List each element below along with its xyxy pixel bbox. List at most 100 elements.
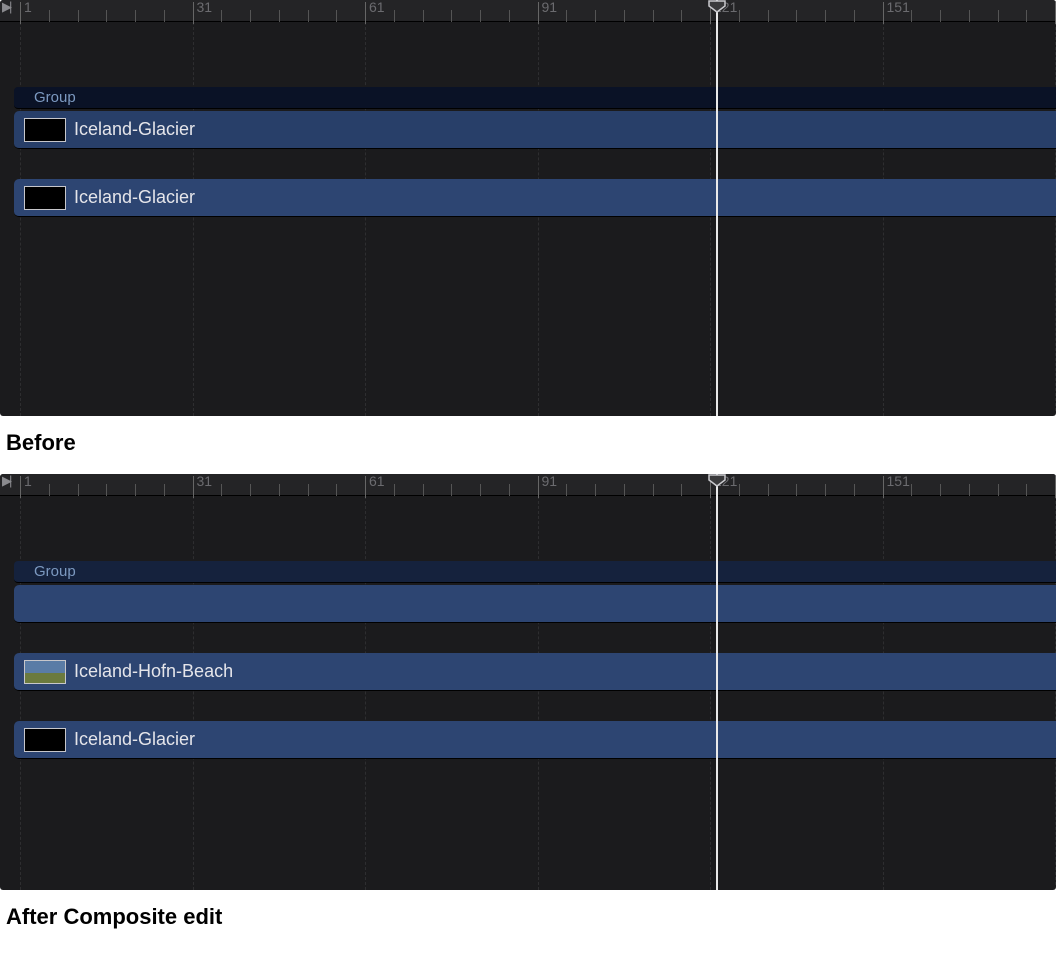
group-track[interactable]: Group <box>14 87 1056 109</box>
clip-track[interactable]: Iceland-Hofn-Beach <box>14 653 1056 691</box>
ruler-tick-minor <box>854 484 855 496</box>
ruler-label: 91 <box>542 0 558 15</box>
clip-track[interactable]: Iceland-Glacier <box>14 111 1056 149</box>
ruler-tick-minor <box>308 484 309 496</box>
clip-track[interactable]: Iceland-Glacier <box>14 721 1056 759</box>
ruler-label: 31 <box>197 0 213 15</box>
ruler-tick-minor <box>78 484 79 496</box>
ruler-tick-minor <box>480 10 481 22</box>
ruler-tick-major: 91 <box>538 2 539 24</box>
ruler-tick-minor <box>164 10 165 22</box>
clip-label: Iceland-Hofn-Beach <box>74 661 233 682</box>
ruler-tick-minor <box>423 484 424 496</box>
ruler-tick-minor <box>566 10 567 22</box>
ruler-tick-minor <box>135 484 136 496</box>
ruler-label: 121 <box>714 474 737 489</box>
ruler-tick-minor <box>221 10 222 22</box>
ruler-tick-minor <box>566 484 567 496</box>
ruler-label: 61 <box>369 474 385 489</box>
ruler-tick-minor <box>336 10 337 22</box>
group-track[interactable]: Group <box>14 561 1056 583</box>
ruler-tick-minor <box>768 10 769 22</box>
ruler-label: 1 <box>24 0 32 15</box>
ruler-tick-minor <box>796 484 797 496</box>
clip-thumbnail <box>24 728 66 752</box>
clip-thumbnail <box>24 660 66 684</box>
gridline <box>20 22 21 416</box>
timeline-after: ▶| 1316191121151181 GroupIceland-Hofn-Be… <box>0 474 1056 890</box>
clip-thumbnail <box>24 118 66 142</box>
ruler-tick-minor <box>653 484 654 496</box>
ruler-tick-minor <box>308 10 309 22</box>
ruler-tick-major: 151 <box>883 2 884 24</box>
gridline <box>883 22 884 416</box>
gridline <box>538 22 539 416</box>
go-to-start-icon[interactable]: ▶| <box>2 2 9 12</box>
ruler-tick-minor <box>796 10 797 22</box>
caption-after: After Composite edit <box>0 890 1056 948</box>
ruler-tick-minor <box>653 10 654 22</box>
ruler-tick-minor <box>739 10 740 22</box>
ruler-tick-major: 1 <box>20 476 21 498</box>
ruler-tick-minor <box>221 484 222 496</box>
ruler-tick-minor <box>940 484 941 496</box>
ruler-tick-minor <box>250 10 251 22</box>
ruler-tick-minor <box>135 10 136 22</box>
ruler-tick-minor <box>279 484 280 496</box>
ruler-tick-major: 121 <box>710 476 711 498</box>
gridline <box>365 22 366 416</box>
ruler-tick-major: 1 <box>20 2 21 24</box>
ruler-tick-minor <box>768 484 769 496</box>
ruler-label: 121 <box>714 0 737 15</box>
ruler-tick-minor <box>164 484 165 496</box>
ruler-tick-minor <box>49 484 50 496</box>
ruler-tick-minor <box>451 10 452 22</box>
ruler-tick-minor <box>451 484 452 496</box>
ruler-tick-minor <box>595 10 596 22</box>
timeline-ruler[interactable]: 1316191121151181 <box>0 0 1056 22</box>
clip-label: Iceland-Glacier <box>74 729 195 750</box>
ruler-label: 1 <box>24 474 32 489</box>
go-to-start-icon[interactable]: ▶| <box>2 476 9 486</box>
ruler-label: 31 <box>197 474 213 489</box>
ruler-tick-minor <box>969 484 970 496</box>
ruler-tick-minor <box>423 10 424 22</box>
ruler-label: 151 <box>887 474 910 489</box>
ruler-tick-minor <box>825 10 826 22</box>
timeline-before: ▶| 1316191121151181 GroupIceland-Glacier… <box>0 0 1056 416</box>
ruler-label: 61 <box>369 0 385 15</box>
ruler-tick-minor <box>911 484 912 496</box>
caption-before: Before <box>0 416 1056 474</box>
ruler-tick-minor <box>509 484 510 496</box>
tracks-area: Group Iceland-Glacier Iceland-Glacier <box>0 87 1056 217</box>
ruler-label: 91 <box>542 474 558 489</box>
ruler-tick-minor <box>394 10 395 22</box>
clip-track[interactable] <box>14 585 1056 623</box>
ruler-tick-major: 121 <box>710 2 711 24</box>
ruler-tick-major: 31 <box>193 2 194 24</box>
ruler-tick-minor <box>1026 484 1027 496</box>
clip-track[interactable]: Iceland-Glacier <box>14 179 1056 217</box>
ruler-tick-minor <box>739 484 740 496</box>
ruler-tick-major: 61 <box>365 2 366 24</box>
group-label: Group <box>34 89 76 106</box>
tracks-area: Group Iceland-Hofn-Beach Iceland-Glacier <box>0 561 1056 759</box>
gridline <box>710 22 711 416</box>
clip-label: Iceland-Glacier <box>74 119 195 140</box>
ruler-tick-major: 61 <box>365 476 366 498</box>
ruler-tick-minor <box>681 10 682 22</box>
ruler-tick-minor <box>911 10 912 22</box>
ruler-tick-major: 31 <box>193 476 194 498</box>
ruler-tick-minor <box>595 484 596 496</box>
ruler-tick-minor <box>336 484 337 496</box>
ruler-tick-major: 91 <box>538 476 539 498</box>
ruler-tick-minor <box>106 10 107 22</box>
ruler-tick-minor <box>940 10 941 22</box>
ruler-tick-major: 151 <box>883 476 884 498</box>
ruler-tick-minor <box>106 484 107 496</box>
ruler-label: 151 <box>887 0 910 15</box>
ruler-tick-minor <box>394 484 395 496</box>
clip-label: Iceland-Glacier <box>74 187 195 208</box>
timeline-ruler[interactable]: 1316191121151181 <box>0 474 1056 496</box>
ruler-tick-minor <box>681 484 682 496</box>
